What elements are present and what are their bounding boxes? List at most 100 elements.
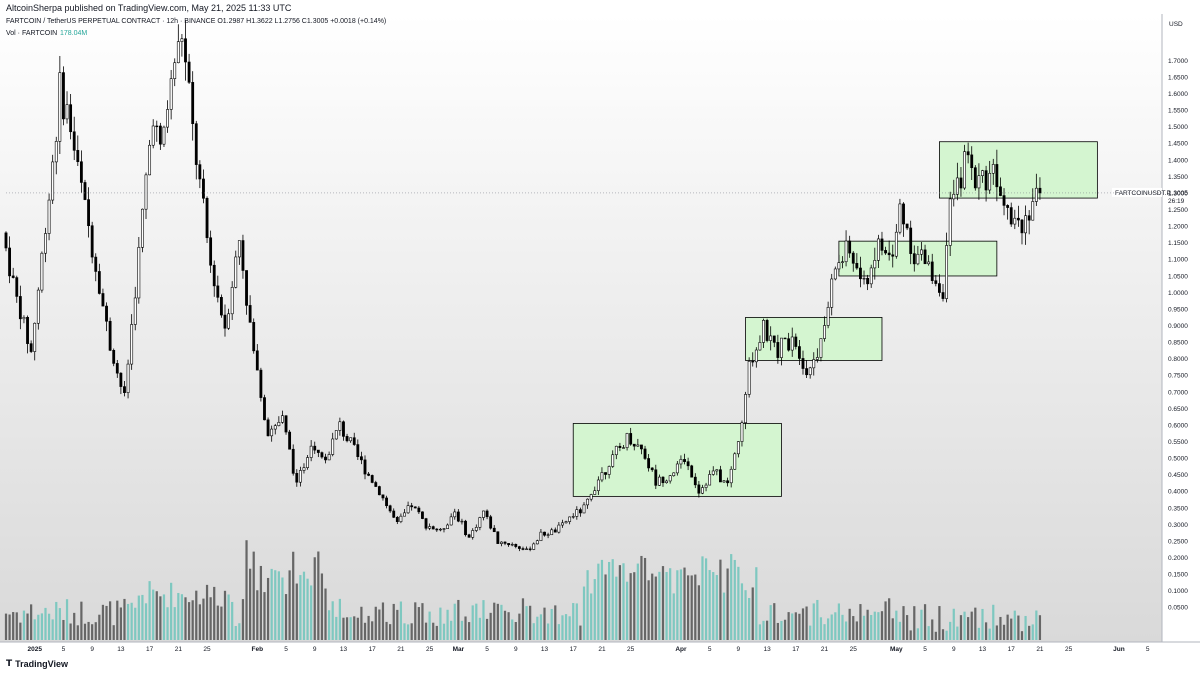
candle (252, 322, 256, 352)
candle (44, 233, 47, 254)
volume-bar (144, 603, 148, 640)
candle (180, 38, 184, 42)
volume-bar (471, 605, 474, 640)
candle (438, 528, 442, 531)
candle (453, 511, 457, 518)
volume-bar (51, 619, 54, 640)
volume-bar (493, 602, 496, 640)
candle (912, 253, 916, 265)
candle (711, 470, 715, 475)
volume-bar (302, 571, 306, 640)
candle (754, 349, 758, 363)
volume-bar (187, 602, 191, 640)
volume-bar (801, 608, 805, 640)
volume-bar (543, 607, 546, 640)
candle (22, 317, 26, 320)
candle (661, 476, 665, 484)
candle (370, 475, 374, 483)
chart-area[interactable]: FARTCOIN / TetherUS PERPETUAL CONTRACT ·… (0, 14, 1200, 657)
volume-bar (783, 619, 787, 640)
candle (528, 548, 532, 550)
candle (176, 41, 180, 64)
candle (72, 131, 76, 151)
candle (1002, 195, 1006, 206)
candle (837, 262, 841, 270)
volume-bar (245, 540, 248, 640)
volume-bar (306, 578, 309, 640)
time-axis[interactable]: 2025 5 9 13 17 21 25 Feb 5 9 13 17 21 25 Mar 5 9 13 17 21 25… (27, 646, 1149, 653)
price-tick-label: 0.2500 (1168, 538, 1188, 545)
candle (87, 199, 90, 227)
candle (948, 198, 952, 246)
volume-bar (126, 603, 130, 640)
volume-bar (787, 612, 790, 640)
candle (517, 546, 521, 549)
candlestick-chart[interactable]: FARTCOIN / TetherUS PERPETUAL CONTRACT ·… (0, 14, 1200, 657)
consolidation-zone[interactable] (572, 423, 782, 497)
volume-bar (457, 599, 460, 640)
time-tick-label: 13 (763, 646, 771, 653)
candle (431, 526, 435, 530)
volume-bar (485, 618, 489, 640)
volume-bar (615, 576, 618, 640)
volume-bar (266, 577, 270, 640)
candle (568, 516, 572, 522)
volume-bar (572, 603, 575, 640)
volume-bar (69, 623, 72, 640)
candle (855, 262, 859, 269)
price-tick-label: 1.7000 (1168, 58, 1188, 65)
volume-bar (536, 616, 539, 640)
volume-bar (123, 598, 126, 640)
volume-bar (288, 570, 291, 640)
candle (952, 193, 956, 200)
volume-bar (453, 603, 456, 640)
candle (234, 256, 238, 288)
volume-bar (862, 615, 866, 640)
volume-bar (765, 620, 769, 640)
candle (787, 338, 791, 351)
volume-bar (1031, 624, 1034, 640)
candle (205, 197, 209, 239)
candle (313, 445, 317, 451)
candle (130, 324, 134, 365)
volume-bar (697, 585, 700, 640)
time-tick-label: 17 (570, 646, 578, 653)
volume-bar (561, 615, 564, 640)
volume-bar (371, 621, 374, 640)
candle (708, 474, 712, 486)
volume-bar (859, 604, 862, 640)
time-tick-label: 17 (146, 646, 154, 653)
candle (647, 458, 651, 469)
volume-bar (730, 554, 733, 640)
volume-bar (15, 612, 18, 640)
candle (679, 459, 683, 465)
volume-bar (396, 609, 399, 640)
volume-bar (19, 622, 22, 640)
volume-bar (686, 575, 690, 640)
time-tick-label: Mar (453, 646, 465, 653)
volume-bar (755, 567, 758, 640)
tradingview-logo[interactable]: 𝗧 TradingView (6, 659, 68, 669)
volume-bar (141, 594, 144, 640)
candle (600, 472, 604, 481)
candle (909, 227, 913, 254)
volume-bar (231, 601, 234, 640)
volume-bar (439, 607, 442, 640)
price-tick-label: 0.1000 (1168, 588, 1188, 595)
volume-bar (518, 613, 521, 640)
volume-bar (313, 557, 316, 640)
candle (535, 540, 539, 545)
volume-bar (1024, 615, 1027, 640)
candle (891, 254, 895, 257)
candle (460, 520, 464, 523)
volume-bar (949, 621, 952, 640)
time-tick-label: 21 (821, 646, 829, 653)
candle (636, 444, 640, 447)
consolidation-zone[interactable] (939, 141, 1098, 199)
candle (722, 480, 726, 483)
candle (668, 475, 672, 482)
candle (352, 437, 356, 445)
price-axis[interactable]: 1.7000 1.6500 1.6000 1.5500 1.5000 1.4500 1.40… (1168, 58, 1188, 612)
time-tick-label: 17 (792, 646, 800, 653)
candle (471, 530, 475, 538)
